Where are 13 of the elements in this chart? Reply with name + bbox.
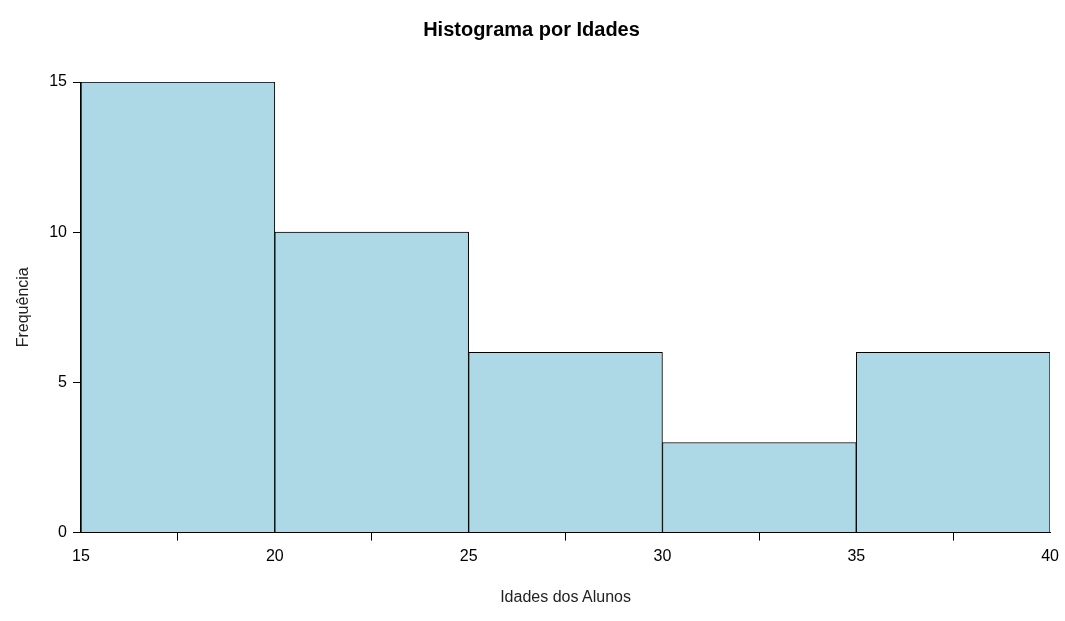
- y-tick-label: 10: [49, 222, 68, 240]
- y-tick-label: 5: [58, 372, 68, 390]
- x-tick-label: 30: [653, 546, 672, 564]
- y-tick-label: 15: [49, 72, 68, 90]
- x-tick-label: 40: [1041, 546, 1060, 564]
- y-tick-label: 0: [58, 523, 68, 541]
- x-tick-label: 20: [265, 546, 284, 564]
- x-axis-title: Idades dos Alunos: [500, 587, 631, 605]
- chart-title: Histograma por Idades: [423, 17, 640, 40]
- x-tick-label: 35: [847, 546, 866, 564]
- x-tick-label: 25: [459, 546, 478, 564]
- x-tick-label: 15: [72, 546, 90, 564]
- y-axis-title: Frequência: [14, 267, 32, 348]
